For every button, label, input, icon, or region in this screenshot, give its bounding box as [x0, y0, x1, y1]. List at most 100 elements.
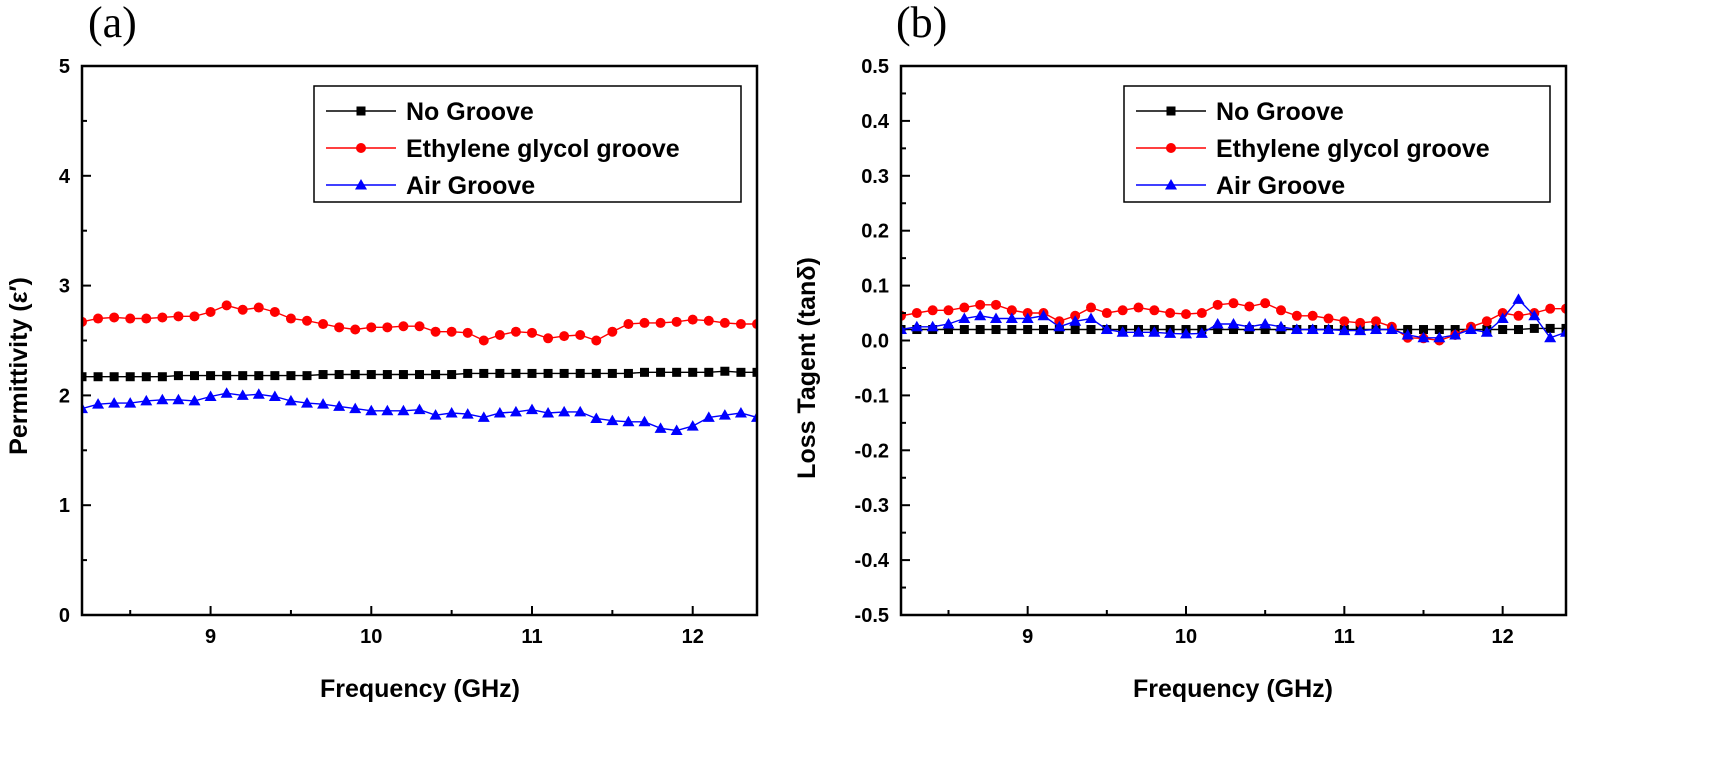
- data-point: [302, 315, 312, 326]
- data-point: [1528, 309, 1541, 321]
- data-point: [1260, 325, 1270, 335]
- data-point: [1291, 310, 1302, 321]
- data-point: [1322, 323, 1335, 335]
- data-point: [398, 321, 409, 332]
- legend: No Groove Ethylene glycol groove Air Groov…: [313, 85, 742, 203]
- data-point: [284, 394, 297, 406]
- data-point: [1355, 317, 1366, 328]
- data-point: [575, 368, 585, 378]
- data-point: [591, 335, 602, 346]
- x-tick-label: 10: [1175, 626, 1197, 648]
- legend-frame: [1123, 85, 1551, 203]
- data-point: [607, 326, 618, 337]
- data-point: [382, 322, 393, 333]
- data-point: [672, 367, 682, 377]
- data-point: [366, 322, 377, 333]
- data-point: [702, 411, 715, 422]
- data-point: [511, 368, 521, 378]
- data-point: [509, 405, 522, 417]
- data-point: [944, 325, 953, 335]
- data-point: [220, 387, 233, 398]
- data-point: [639, 317, 650, 328]
- x-tick-label: 12: [682, 626, 704, 648]
- data-point: [1401, 329, 1414, 340]
- data-point: [543, 333, 554, 344]
- data-point: [413, 403, 426, 415]
- legend-marker: [1166, 106, 1176, 116]
- y-tick-label: 2: [59, 385, 70, 407]
- data-point: [942, 318, 955, 329]
- data-point: [157, 372, 167, 382]
- data-point: [559, 368, 569, 378]
- data-point: [1513, 310, 1524, 321]
- y-tick-label: 0.1: [861, 276, 889, 298]
- data-point: [1165, 308, 1176, 319]
- data-point: [1195, 327, 1208, 338]
- data-point: [718, 409, 731, 420]
- legend-label: No Groove: [1216, 98, 1344, 126]
- data-point: [478, 335, 489, 346]
- data-point: [943, 305, 954, 316]
- data-point: [463, 368, 473, 378]
- data-point: [1529, 323, 1539, 333]
- data-point: [318, 370, 328, 380]
- data-point: [991, 325, 1001, 335]
- data-point: [1039, 325, 1048, 335]
- data-point: [415, 370, 424, 380]
- data-point: [462, 327, 473, 338]
- data-point: [254, 371, 264, 381]
- data-point: [1306, 323, 1319, 335]
- legend-marker: [355, 179, 367, 190]
- data-point: [1339, 316, 1350, 327]
- data-point: [975, 299, 986, 310]
- data-point: [365, 404, 378, 416]
- data-point: [1196, 308, 1207, 319]
- data-point: [911, 308, 922, 319]
- legend-marker: [1166, 143, 1176, 153]
- data-point: [526, 403, 538, 415]
- legend-label: No Groove: [406, 98, 534, 126]
- data-point: [1132, 326, 1145, 337]
- data-point: [381, 404, 394, 416]
- panel-label-a: (a): [88, 0, 137, 47]
- y-tick-label: -0.1: [855, 385, 889, 407]
- data-point: [93, 372, 103, 382]
- data-point: [1512, 293, 1525, 304]
- data-point: [1385, 323, 1398, 335]
- data-point: [1259, 318, 1272, 329]
- data-point: [670, 424, 683, 436]
- data-point: [124, 397, 137, 408]
- legend-marker: [1165, 179, 1177, 190]
- data-point: [1086, 325, 1096, 335]
- data-point: [1370, 323, 1382, 335]
- data-point: [1514, 325, 1523, 335]
- data-point: [479, 368, 489, 378]
- data-point: [318, 319, 329, 330]
- data-point: [752, 367, 757, 377]
- data-point: [221, 300, 232, 311]
- data-point: [189, 311, 200, 322]
- x-tick-label: 10: [360, 626, 382, 648]
- data-point: [1181, 309, 1191, 320]
- series-air-groove: [901, 293, 1566, 343]
- data-point: [109, 312, 120, 323]
- data-point: [1037, 309, 1050, 321]
- data-point: [334, 322, 345, 333]
- data-point: [959, 325, 969, 335]
- series-air-groove: [82, 387, 757, 436]
- data-point: [1227, 318, 1240, 329]
- data-point: [1243, 320, 1256, 332]
- panel-b-loss-tangent-chart: (b) 9 10 11 12 -0.5 -0.4 -0.3 -0.2 -0.1 0.0 0.1 0.2…: [793, 0, 1568, 703]
- data-point: [461, 408, 474, 419]
- data-point: [688, 367, 698, 377]
- data-point: [901, 323, 907, 335]
- data-point: [622, 415, 635, 427]
- y-axis-title: Loss Tagent (tanδ): [793, 257, 821, 479]
- legend-entry: Air Groove: [1136, 172, 1345, 200]
- data-point: [1544, 331, 1557, 343]
- data-point: [720, 366, 730, 376]
- data-point: [590, 412, 603, 423]
- data-point: [188, 394, 201, 406]
- data-point: [1545, 323, 1555, 333]
